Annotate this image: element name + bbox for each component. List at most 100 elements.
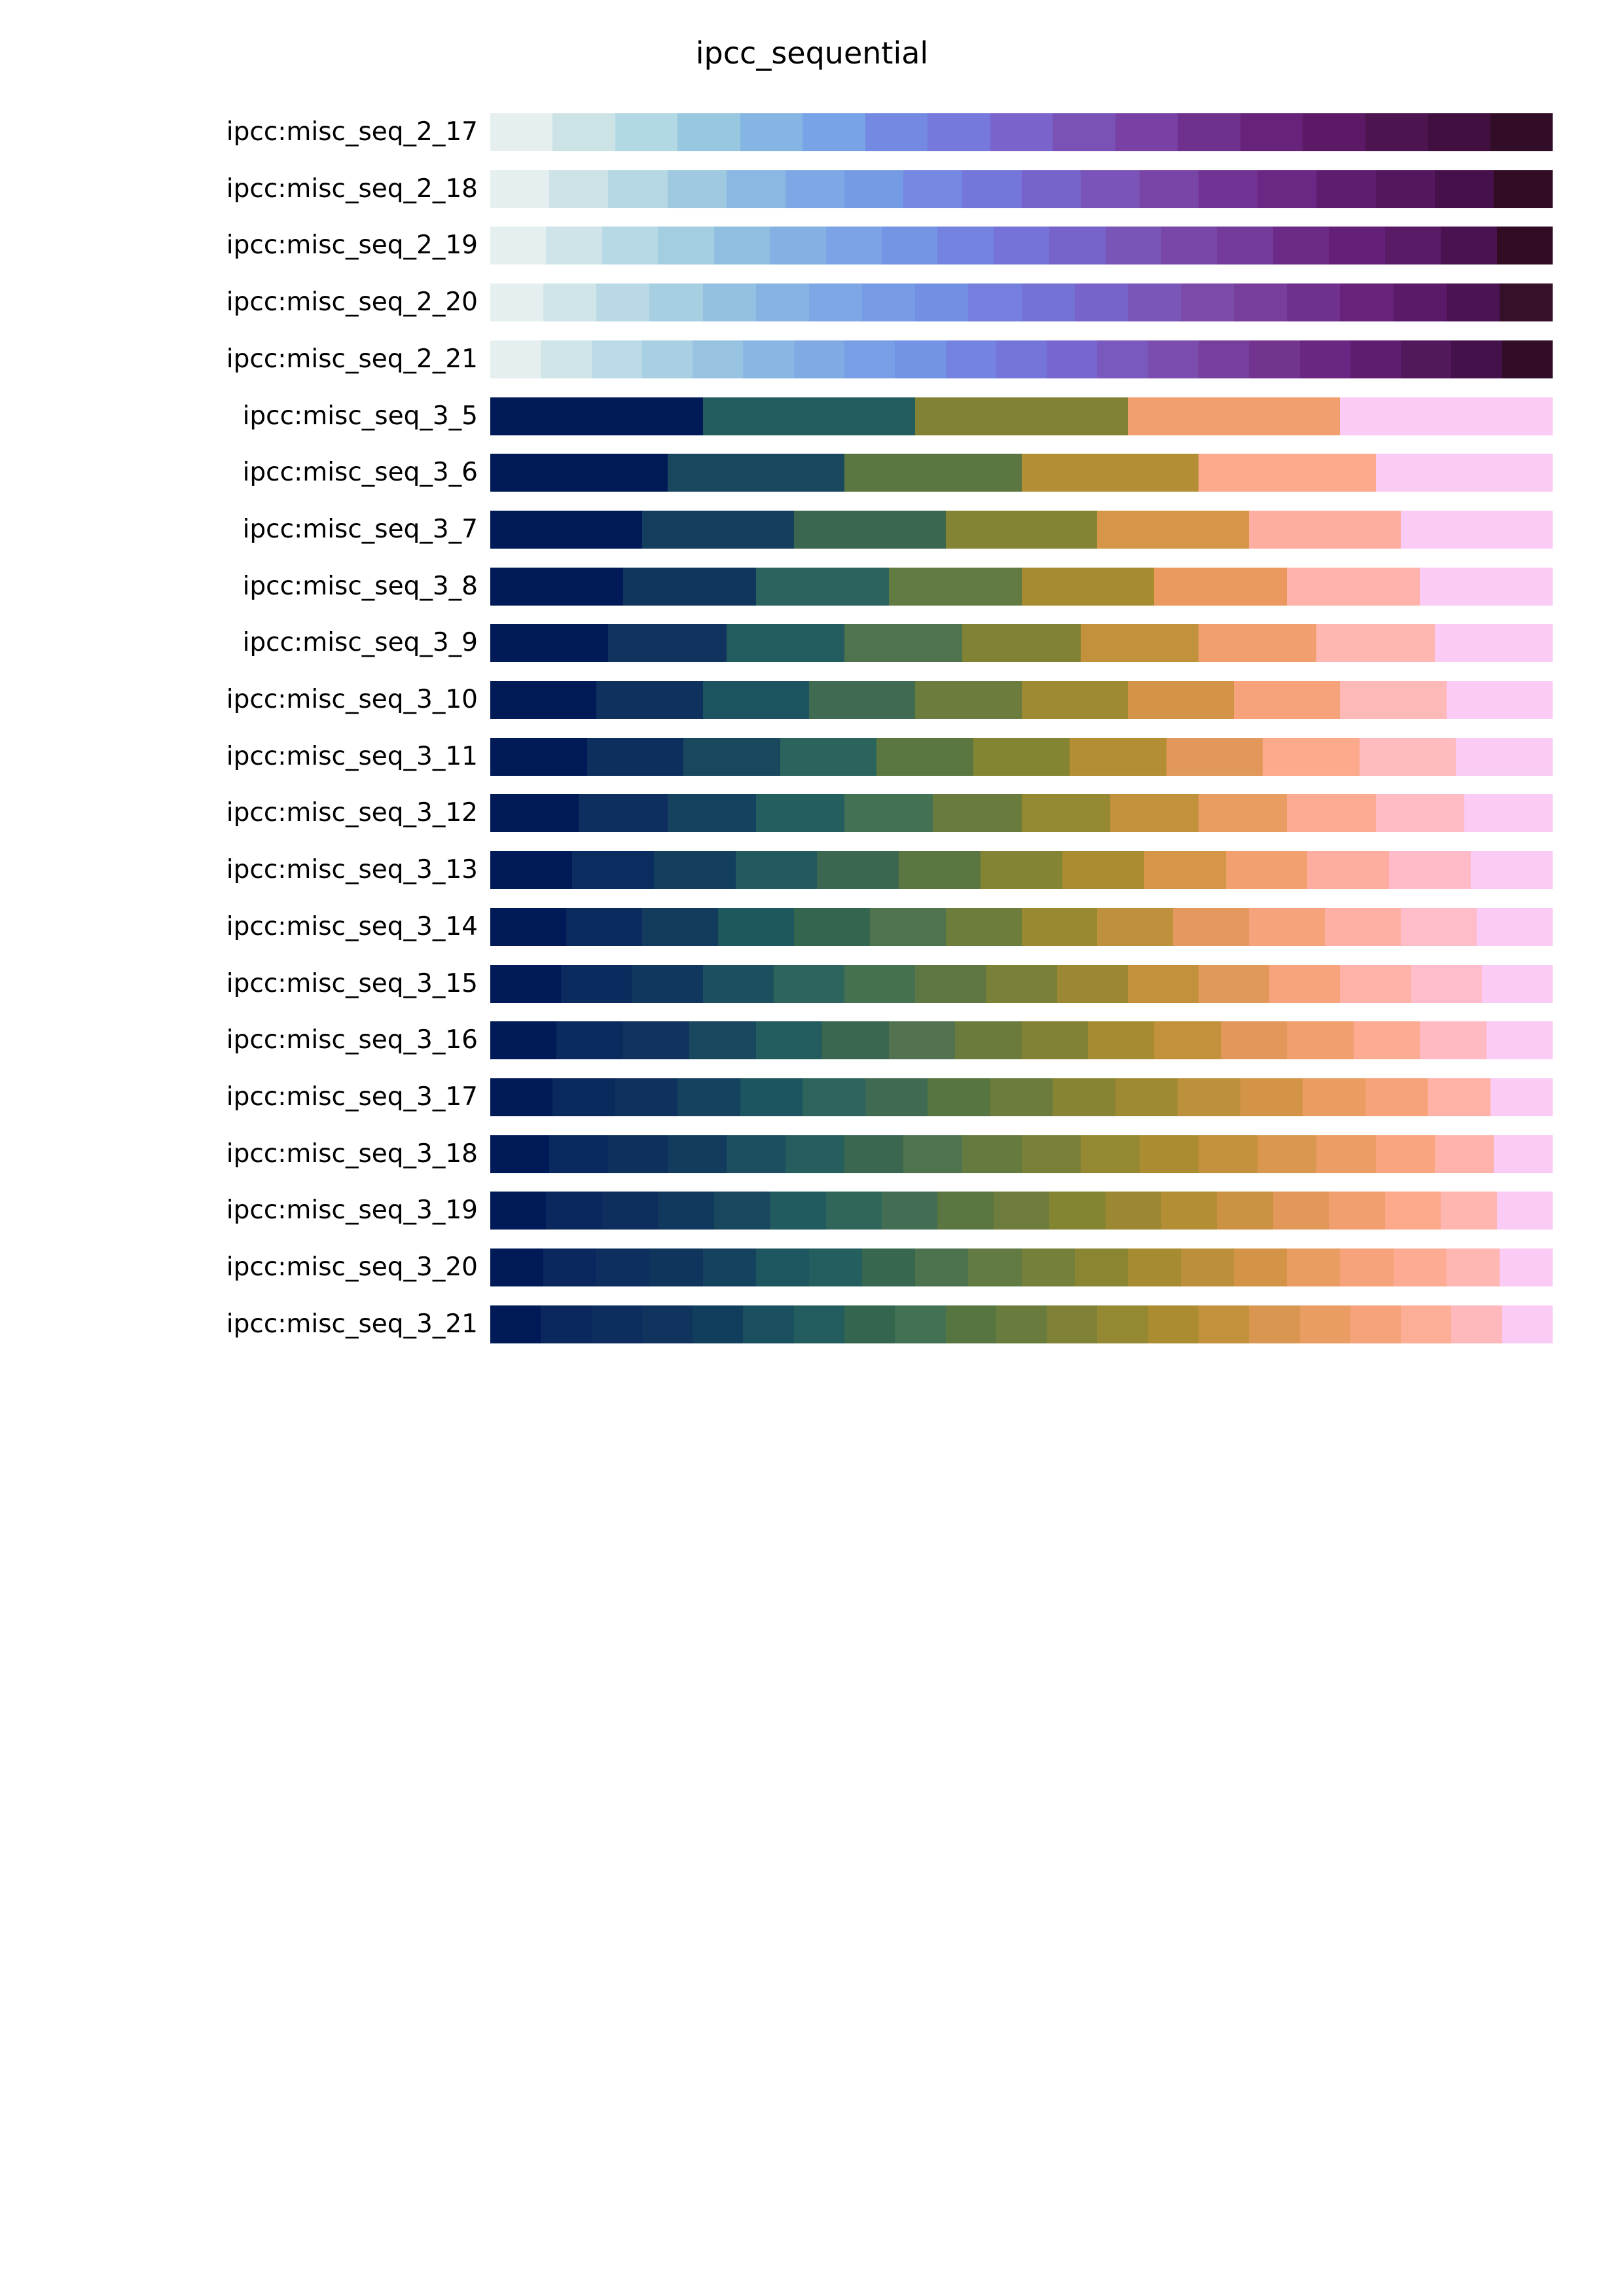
- color-swatch: [1494, 170, 1553, 208]
- color-swatch: [1316, 624, 1435, 663]
- color-swatch: [1287, 1248, 1340, 1286]
- color-swatch: [543, 1248, 596, 1286]
- color-swatch: [1269, 964, 1340, 1003]
- color-swatch: [990, 113, 1053, 151]
- color-swatch: [1257, 1135, 1316, 1173]
- color-swatch: [1081, 170, 1140, 208]
- color-swatch: [1471, 851, 1553, 890]
- color-swatch: [1340, 397, 1553, 435]
- color-swatch: [1217, 227, 1273, 265]
- color-swatch: [946, 907, 1022, 946]
- color-swatch: [1325, 907, 1401, 946]
- color-swatch: [727, 1135, 785, 1173]
- palette-label: ipcc:misc_seq_3_5: [242, 401, 478, 431]
- color-swatch: [1316, 170, 1376, 208]
- palette-label: ipcc:misc_seq_2_17: [226, 117, 478, 147]
- color-swatch: [1161, 227, 1217, 265]
- color-swatch: [1199, 1305, 1249, 1343]
- color-swatch: [1316, 1135, 1376, 1173]
- color-swatch: [1477, 907, 1553, 946]
- color-swatch: [862, 1248, 915, 1286]
- color-swatch: [1166, 737, 1263, 776]
- color-swatch: [915, 1248, 968, 1286]
- color-swatch: [981, 851, 1062, 890]
- color-swatch: [602, 227, 658, 265]
- palette-label: ipcc:misc_seq_3_14: [226, 911, 478, 941]
- palette-strip: [490, 113, 1553, 151]
- color-swatch: [642, 340, 693, 378]
- color-swatch: [1497, 1192, 1553, 1230]
- color-swatch: [490, 964, 561, 1003]
- color-swatch: [608, 1135, 668, 1173]
- color-swatch: [677, 1078, 740, 1116]
- color-swatch: [490, 1021, 556, 1060]
- color-swatch: [794, 340, 844, 378]
- chart-title: ipcc_sequential: [695, 35, 929, 71]
- color-swatch: [1447, 1248, 1500, 1286]
- palette-label: ipcc:misc_seq_2_19: [226, 230, 478, 261]
- color-swatch: [743, 1305, 794, 1343]
- color-swatch: [1502, 1305, 1553, 1343]
- color-swatch: [968, 1248, 1022, 1286]
- color-swatch: [1234, 1248, 1287, 1286]
- color-swatch: [1360, 737, 1456, 776]
- color-swatch: [546, 1192, 602, 1230]
- color-swatch: [642, 510, 794, 549]
- palette-label: ipcc:misc_seq_3_16: [226, 1025, 478, 1055]
- color-swatch: [490, 1078, 552, 1116]
- color-swatch: [1049, 227, 1106, 265]
- color-swatch: [756, 1248, 809, 1286]
- color-swatch: [592, 1305, 642, 1343]
- color-swatch: [1057, 964, 1128, 1003]
- color-swatch: [703, 964, 774, 1003]
- palette-strip: [490, 340, 1553, 378]
- color-swatch: [794, 907, 870, 946]
- color-swatch: [546, 227, 602, 265]
- color-swatch: [693, 1305, 743, 1343]
- color-swatch: [990, 1078, 1053, 1116]
- color-swatch: [1022, 283, 1075, 322]
- color-swatch: [1075, 283, 1128, 322]
- color-swatch: [1490, 1078, 1553, 1116]
- color-swatch: [1022, 567, 1154, 606]
- color-swatch: [1502, 340, 1553, 378]
- color-swatch: [1154, 567, 1287, 606]
- color-swatch: [1300, 1305, 1350, 1343]
- color-swatch: [1394, 283, 1447, 322]
- color-swatch: [490, 227, 546, 265]
- color-swatch: [703, 397, 915, 435]
- color-swatch: [973, 737, 1070, 776]
- color-swatch: [1401, 510, 1553, 549]
- color-swatch: [1053, 113, 1115, 151]
- color-swatch: [865, 1078, 928, 1116]
- color-swatch: [1447, 283, 1500, 322]
- color-swatch: [1022, 907, 1097, 946]
- color-swatch: [1435, 1135, 1494, 1173]
- color-swatch: [490, 907, 566, 946]
- color-swatch: [785, 170, 844, 208]
- color-swatch: [962, 170, 1022, 208]
- color-swatch: [736, 851, 817, 890]
- color-swatch: [727, 170, 785, 208]
- color-swatch: [552, 1078, 615, 1116]
- color-swatch: [490, 1192, 546, 1230]
- color-swatch: [899, 851, 981, 890]
- color-swatch: [1365, 113, 1428, 151]
- color-swatch: [1287, 794, 1376, 833]
- color-swatch: [683, 737, 780, 776]
- palette-label: ipcc:misc_seq_3_10: [226, 685, 478, 714]
- color-swatch: [703, 1248, 756, 1286]
- color-swatch: [928, 1078, 990, 1116]
- color-swatch: [889, 567, 1022, 606]
- color-swatch: [794, 510, 946, 549]
- palette-strip: [490, 1078, 1553, 1116]
- color-swatch: [756, 283, 809, 322]
- color-swatch: [1097, 510, 1249, 549]
- color-swatch: [490, 624, 608, 663]
- color-swatch: [1340, 283, 1394, 322]
- color-swatch: [994, 1192, 1049, 1230]
- color-swatch: [1234, 681, 1340, 719]
- palette-label: ipcc:misc_seq_3_8: [242, 571, 478, 601]
- color-swatch: [543, 283, 596, 322]
- color-swatch: [1144, 851, 1226, 890]
